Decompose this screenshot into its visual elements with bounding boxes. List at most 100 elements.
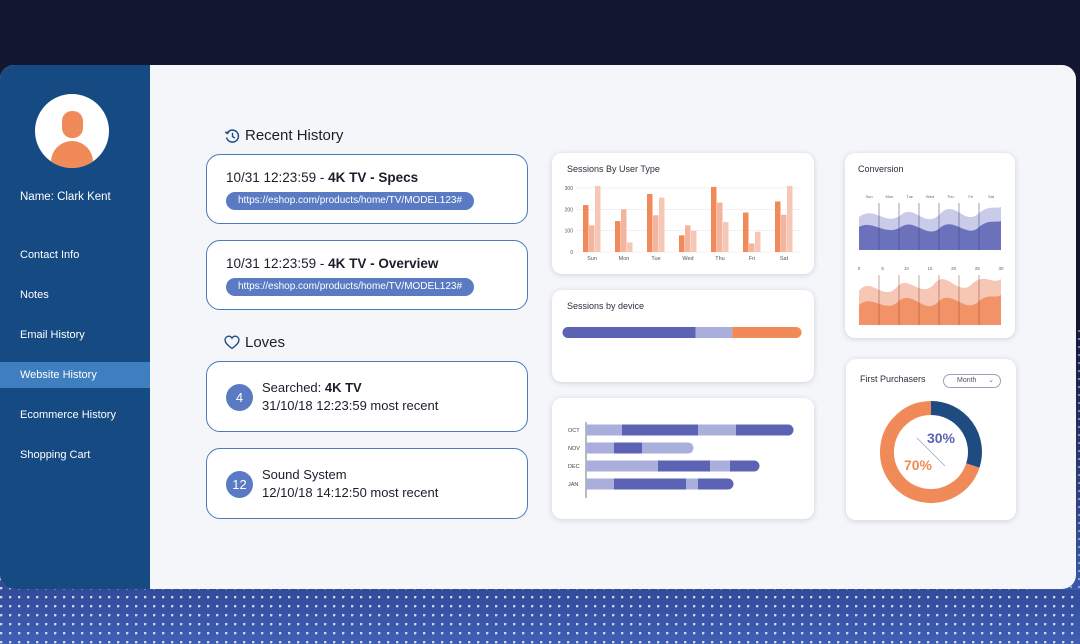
avatar[interactable] (35, 94, 109, 168)
conversion-chart: Sun Mon Tue Wed Thu Fri Sat 0 5 10 15 20 25 30 (858, 194, 1004, 325)
conversion-bottom-tick: 5 (881, 266, 884, 271)
love-term: Searched: 4K TV (262, 380, 362, 395)
month-label: DEC (568, 464, 580, 470)
month-segment (622, 424, 698, 436)
y-tick-label: 100 (565, 229, 574, 235)
user-icon-body (51, 141, 93, 168)
conversion-bottom-tick: 25 (975, 266, 981, 271)
nav-item-notes[interactable]: Notes (20, 289, 49, 301)
monthly-sessions-panel: OCT NOV DEC JAN (552, 398, 814, 519)
month-segment (698, 478, 728, 490)
x-tick-label: Tue (651, 256, 660, 262)
conversion-bottom-tick: 20 (951, 266, 957, 271)
bar (679, 235, 685, 252)
bar (627, 242, 633, 252)
conversion-top-tick: Mon (885, 194, 893, 199)
recent-history-heading: Recent History (224, 127, 343, 144)
month-bar-cap (682, 442, 694, 454)
x-tick-label: Fri (749, 256, 755, 262)
history-icon (224, 128, 240, 143)
history-url[interactable]: https://eshop.com/products/home/TV/MODEL… (226, 192, 474, 210)
conversion-title: Conversion (858, 164, 904, 174)
bar (659, 197, 665, 252)
nav-item-shopping-cart[interactable]: Shopping Cart (20, 449, 91, 461)
x-tick-label: Mon (619, 256, 630, 262)
month-segment (586, 442, 614, 454)
y-tick-label: 200 (565, 207, 574, 213)
month-segment (710, 460, 730, 472)
conversion-top-tick: Sat (988, 194, 995, 199)
first-purchasers-donut: 30% 70% (880, 401, 982, 503)
x-tick-label: Wed (682, 256, 693, 262)
bar (743, 212, 749, 252)
love-prefix: Searched: (262, 380, 325, 395)
device-segment (695, 327, 733, 338)
love-term: Sound System (262, 467, 347, 482)
bar (653, 215, 659, 252)
x-tick-label: Sat (780, 256, 789, 262)
bar (691, 230, 697, 252)
bar (589, 225, 595, 252)
month-segment (698, 424, 736, 436)
x-tick-label: Sun (587, 256, 597, 262)
month-bar-cap (782, 424, 794, 436)
bar (723, 222, 729, 252)
month-label: JAN (568, 482, 578, 488)
conversion-top-tick: Thu (947, 194, 954, 199)
month-segment (686, 478, 698, 490)
loves-title: Loves (245, 334, 286, 351)
conversion-bottom-tick: 30 (998, 266, 1004, 271)
donut-label-70: 70% (904, 457, 933, 473)
donut-slice (880, 401, 980, 503)
love-card[interactable]: 12 Sound System 12/10/18 14:12:50 most r… (206, 448, 528, 519)
history-url[interactable]: https://eshop.com/products/home/TV/MODEL… (226, 278, 474, 296)
period-select[interactable]: Month ⌄ (943, 374, 1001, 388)
history-card[interactable]: 10/31 12:23:59 - 4K TV - Overview https:… (206, 240, 528, 310)
history-item-title: 10/31 12:23:59 - 4K TV - Overview (226, 256, 438, 271)
nav-item-email-history[interactable]: Email History (20, 329, 85, 341)
love-detail: 31/10/18 12:23:59 most recent (262, 398, 439, 413)
sidebar: Name: Clark Kent Contact Info Notes Emai… (0, 65, 150, 589)
bar (685, 225, 691, 252)
month-segment (586, 478, 614, 490)
love-term-bold: 4K TV (324, 380, 362, 395)
bar (781, 214, 787, 252)
conversion-top-tick: Wed (926, 194, 934, 199)
bar (749, 243, 755, 252)
bar (787, 185, 793, 252)
conversion-top-tick: Sun (865, 194, 872, 199)
month-segment (730, 460, 754, 472)
donut-slice (930, 401, 982, 468)
month-segment (658, 460, 710, 472)
y-tick-label: 300 (565, 186, 574, 192)
bar (615, 221, 621, 252)
month-segment (586, 460, 658, 472)
history-timestamp: 10/31 12:23:59 - (226, 256, 329, 271)
month-segment (614, 478, 686, 490)
nav-item-contact-info[interactable]: Contact Info (20, 249, 80, 261)
conversion-top-tick: Fri (968, 194, 973, 199)
love-count-badge: 12 (226, 471, 253, 498)
love-card[interactable]: 4 Searched: 4K TV 31/10/18 12:23:59 most… (206, 361, 528, 432)
history-product: 4K TV - Specs (328, 170, 419, 185)
month-segment (642, 442, 688, 454)
conversion-panel: Conversion Sun Mon Tue Wed Thu Fri Sat 0 5 10 15 20… (845, 153, 1015, 338)
bar (711, 186, 717, 252)
month-bar-cap (722, 478, 734, 490)
conversion-bottom-tick: 0 (858, 266, 861, 271)
loves-heading: Loves (224, 334, 285, 351)
nav-item-website-history[interactable]: Website History (0, 362, 150, 388)
history-timestamp: 10/31 12:23:59 - (226, 170, 329, 185)
recent-history-title: Recent History (245, 127, 344, 144)
sessions-by-device-title: Sessions by device (567, 301, 645, 311)
history-card[interactable]: 10/31 12:23:59 - 4K TV - Specs https://e… (206, 154, 528, 224)
device-segment (568, 327, 696, 338)
month-label: OCT (568, 428, 580, 434)
love-count-badge: 4 (226, 384, 253, 411)
sessions-by-device-panel: Sessions by device (552, 290, 814, 382)
crm-window: Name: Clark Kent Contact Info Notes Emai… (0, 65, 1076, 589)
sessions-by-user-type-panel: Sessions By User Type 0 100 200 300 Sun Mon Tu… (552, 153, 814, 274)
nav-item-ecommerce-history[interactable]: Ecommerce History (20, 409, 116, 421)
bar (595, 185, 601, 252)
month-segment (586, 424, 622, 436)
